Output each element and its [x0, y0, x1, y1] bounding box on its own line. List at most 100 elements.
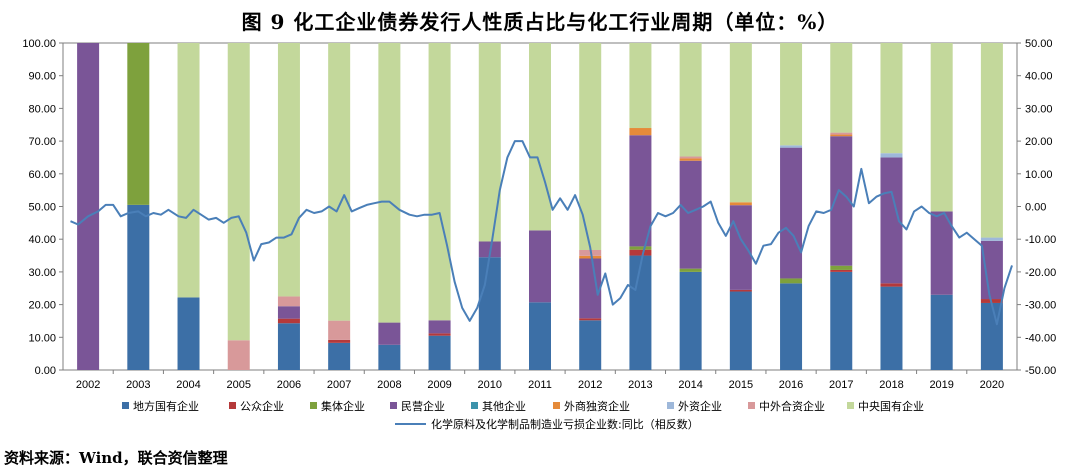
- bar-segment: [579, 43, 602, 250]
- left-tick-label: 40.00: [28, 234, 56, 246]
- x-tick-label: 2010: [478, 379, 502, 391]
- bar-segment: [930, 211, 953, 295]
- left-tick-label: 100.00: [22, 38, 56, 50]
- right-tick-label: -10.00: [1025, 234, 1056, 246]
- bar-segment: [428, 333, 451, 336]
- x-tick-label: 2007: [327, 379, 351, 391]
- legend-label: 地方国有企业: [133, 399, 199, 413]
- bar-segment: [629, 128, 652, 136]
- right-tick-label: 0.00: [1025, 202, 1046, 214]
- bar-segment: [629, 246, 652, 250]
- bar-segment: [478, 43, 501, 242]
- chart-title: 图 9 化工企业债券发行人性质占比与化工行业周期（单位：%）: [241, 10, 839, 34]
- right-tick-label: -50.00: [1025, 365, 1056, 377]
- bar-segment: [177, 297, 200, 370]
- bar-segment: [529, 302, 551, 370]
- legend-label: 民营企业: [401, 399, 445, 413]
- legend-swatch: [553, 402, 560, 409]
- bar-segment: [679, 268, 702, 272]
- bar-segment: [328, 339, 351, 343]
- bar-segment: [980, 43, 1003, 238]
- bar-segment: [328, 43, 351, 321]
- right-tick-label: 10.00: [1025, 169, 1053, 181]
- bar-segment: [880, 153, 903, 158]
- legend-label: 中央国有企业: [858, 399, 924, 413]
- x-axis: 2002 2003 2004 2005 2006 2007 2008 2009 2010 2011…: [76, 370, 1004, 391]
- bar-segment: [830, 269, 853, 272]
- source-note: 资料来源：Wind，联合资信整理: [4, 449, 228, 467]
- legend-label: 中外合资企业: [759, 399, 825, 413]
- x-tick-label: 2003: [126, 379, 150, 391]
- bar-segment: [428, 320, 451, 334]
- left-tick-label: 10.00: [28, 332, 56, 344]
- bar-segment: [277, 296, 300, 307]
- bar-segment: [679, 156, 702, 159]
- bar-segment: [880, 286, 903, 370]
- x-tick-label: 2015: [729, 379, 753, 391]
- left-axis: 0.00 10.00 20.00 30.00 40.00 50.00 60.00 70.00 8…: [22, 38, 63, 377]
- bar-segment: [729, 43, 752, 203]
- legend-swatch: [667, 402, 674, 409]
- right-axis: -50.00 -40.00 -30.00 -20.00 -10.00 0.00 10.00 2…: [1017, 38, 1056, 377]
- legend-swatch: [471, 402, 478, 409]
- bar-segment: [177, 43, 200, 298]
- bar-segment: [378, 322, 401, 345]
- bar-segment: [629, 43, 652, 129]
- legend: 地方国有企业 公众企业 集体企业 民营企业 其他企业 外商独资企业 外资企业 中外合资企业 中央…: [122, 399, 924, 431]
- bar-segment: [679, 158, 702, 161]
- legend-label: 公众企业: [240, 399, 284, 413]
- bar-segment: [579, 320, 602, 370]
- bar-segment: [579, 318, 602, 321]
- bar-segment: [930, 294, 953, 370]
- bar-segment: [579, 255, 602, 259]
- x-tick-label: 2017: [829, 379, 853, 391]
- bar-segment: [478, 257, 501, 370]
- bar-segment: [277, 43, 300, 297]
- bar-segment: [780, 43, 803, 146]
- bar-segment: [277, 318, 300, 324]
- legend-swatch: [847, 402, 854, 409]
- x-tick-label: 2014: [678, 379, 702, 391]
- legend-label: 集体企业: [321, 399, 365, 413]
- legend-swatch: [229, 402, 236, 409]
- bar-segment: [679, 43, 702, 157]
- bar-segment: [127, 43, 150, 205]
- line-layer: [70, 140, 1013, 326]
- legend-label: 化学原料及化学制品制造业亏损企业数:同比（相反数）: [431, 417, 699, 431]
- left-tick-label: 0.00: [35, 365, 56, 377]
- bar-segment: [780, 283, 803, 370]
- right-tick-label: 30.00: [1025, 103, 1053, 115]
- bar-segment: [227, 340, 250, 370]
- x-tick-label: 2019: [929, 379, 953, 391]
- left-tick-label: 70.00: [28, 136, 56, 148]
- right-tick-label: -40.00: [1025, 332, 1056, 344]
- bar-segment: [277, 306, 300, 319]
- bar-segment: [77, 43, 100, 370]
- x-tick-label: 2013: [628, 379, 652, 391]
- bar-segment: [277, 323, 300, 370]
- bar-segment: [127, 204, 150, 370]
- bar-segment: [830, 136, 853, 266]
- bar-segment: [729, 289, 752, 292]
- bar-segment: [227, 43, 250, 341]
- x-tick-label: 2006: [277, 379, 301, 391]
- x-tick-label: 2009: [427, 379, 451, 391]
- x-tick-label: 2016: [779, 379, 803, 391]
- x-tick-label: 2011: [528, 379, 552, 391]
- right-tick-label: -30.00: [1025, 300, 1056, 312]
- line-series: [70, 140, 1013, 326]
- bar-segment: [328, 320, 351, 340]
- bar-segment: [328, 342, 351, 370]
- x-tick-label: 2005: [226, 379, 250, 391]
- bar-segment: [780, 278, 803, 284]
- x-tick-label: 2018: [879, 379, 903, 391]
- bar-segment: [428, 335, 451, 370]
- right-tick-label: -20.00: [1025, 267, 1056, 279]
- bar-segment: [830, 271, 853, 370]
- bar-segment: [529, 230, 551, 303]
- left-tick-label: 50.00: [28, 202, 56, 214]
- bar-segment: [830, 265, 853, 270]
- bar-segment: [729, 205, 752, 290]
